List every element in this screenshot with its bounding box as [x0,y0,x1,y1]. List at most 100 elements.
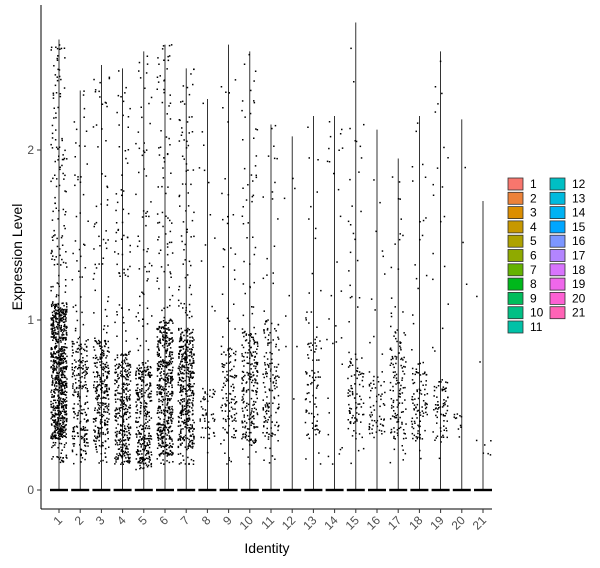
data-point [254,401,257,403]
data-point [105,343,107,345]
data-point [179,452,182,455]
data-point [140,106,142,108]
data-point [460,416,463,418]
points-cluster-20 [453,166,468,438]
data-point [328,147,330,150]
data-point [163,307,165,309]
data-point [60,236,63,239]
data-point [122,408,124,410]
legend-swatch [549,306,566,320]
data-point [296,345,298,348]
data-point [185,353,187,355]
data-point [271,389,274,392]
data-point [92,126,95,128]
data-point [185,406,188,409]
data-point [126,373,129,376]
data-point [221,192,223,195]
data-point [94,362,97,365]
data-point [234,396,236,398]
data-point [253,411,255,413]
data-point [308,292,310,294]
data-point [145,406,148,408]
data-point [137,461,139,464]
data-point [274,181,276,184]
data-point [166,434,168,436]
data-point [55,303,58,306]
data-point [252,351,255,353]
data-point [253,403,255,406]
y-tick-label: 0 [27,483,34,497]
data-point [149,400,151,402]
data-point [275,330,277,332]
data-point [65,391,68,393]
data-point [180,302,182,305]
data-point [161,452,163,454]
data-point [104,363,107,366]
data-point [413,404,416,406]
data-point [59,412,62,414]
data-point [114,439,117,441]
data-point [127,212,130,215]
data-point [186,231,188,233]
data-point [87,390,89,392]
data-point [277,440,279,442]
data-point [139,377,141,379]
data-point [243,63,246,65]
data-point [64,431,66,433]
data-point [118,452,121,455]
data-point [166,399,169,402]
data-point [147,421,149,423]
data-point [188,398,190,400]
data-point [51,376,53,378]
data-point [73,438,75,440]
data-point [373,436,375,439]
data-point [187,144,190,147]
data-point [277,218,279,220]
data-point [95,437,97,439]
data-point [417,436,419,438]
data-point [72,352,74,354]
data-point [51,330,53,332]
data-point [393,416,396,418]
data-point [61,430,63,432]
data-point [78,387,80,389]
data-point [249,417,252,420]
data-point [164,379,167,381]
data-point [146,413,149,415]
data-point [244,339,247,342]
data-point [79,396,81,398]
data-point [52,367,54,369]
data-point [62,381,65,383]
data-point [129,412,131,414]
data-point [129,107,131,110]
data-point [83,435,86,437]
data-point [170,416,172,418]
data-point [188,329,190,331]
data-point [78,248,81,251]
data-point [124,411,127,414]
data-point [189,389,192,392]
data-point [103,325,106,327]
data-point [263,310,265,312]
data-point [241,390,243,392]
data-point [389,418,392,420]
data-point [83,439,85,441]
data-point [82,357,84,359]
data-point [61,392,64,394]
data-point [80,360,82,363]
data-point [394,374,396,377]
data-point [95,448,98,451]
data-point [389,389,392,391]
data-point [123,376,125,378]
data-point [312,359,314,361]
data-point [415,436,417,438]
data-point [51,327,54,329]
data-point [104,341,107,343]
data-point [61,388,64,391]
data-point [58,311,61,314]
data-point [169,318,172,321]
data-points [50,44,492,471]
data-point [403,356,405,359]
points-cluster-15 [347,47,365,465]
data-point [161,363,163,366]
